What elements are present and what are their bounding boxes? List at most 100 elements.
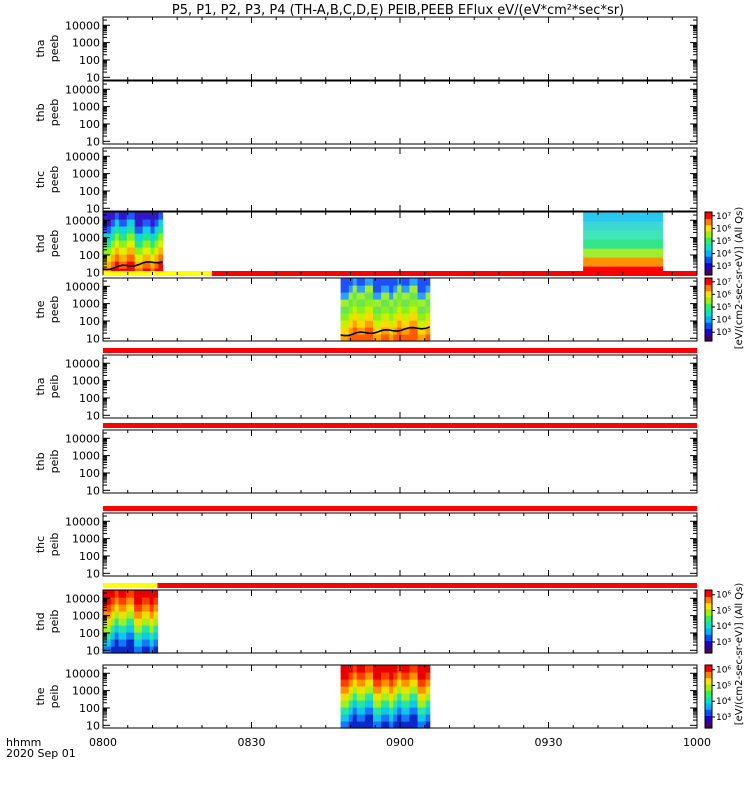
spectrogram-cell	[409, 721, 415, 729]
spectrogram-cell	[340, 679, 346, 687]
spectrogram-cell	[368, 306, 374, 314]
spectrogram-cell	[352, 665, 358, 673]
colorbar-frame	[704, 211, 713, 276]
spectrogram-cell	[344, 334, 350, 342]
spectrogram-cell	[340, 686, 346, 694]
spectrogram-cell	[340, 721, 346, 729]
spectrogram-cell	[425, 313, 431, 321]
panel-label-probe: thc	[34, 171, 47, 188]
spectrogram-cell	[360, 327, 366, 335]
spectrogram-cell	[409, 714, 415, 722]
colorbar-swatch	[705, 627, 712, 635]
spectrogram-cell	[106, 604, 112, 612]
potential-line	[340, 326, 430, 337]
spectrogram-cell	[150, 233, 156, 241]
spectrogram-cell	[389, 313, 394, 321]
panel-label-product: peeb	[48, 35, 61, 63]
status-bar-segment	[211, 271, 697, 276]
spectrogram-cell	[110, 226, 116, 234]
spectrogram-cell	[385, 665, 390, 673]
spectrogram-cell	[368, 292, 374, 300]
spectrogram-cell	[360, 714, 366, 722]
spectrogram-cell	[110, 597, 116, 605]
spectrogram-cell	[126, 632, 131, 640]
spectrogram-cell	[344, 278, 350, 286]
colorbar-swatch	[705, 256, 712, 263]
spectrogram-cell	[344, 285, 350, 293]
spectrogram-cell	[381, 292, 386, 300]
spectrogram-cell	[364, 665, 370, 673]
panel-thb-peib: 10 100 1000 10000 thb peib	[34, 423, 698, 497]
spectrogram-cell	[356, 686, 362, 694]
y-tick-label: 10000	[65, 280, 100, 293]
spectrogram-cell	[401, 665, 406, 673]
spectrogram-cell	[138, 219, 144, 227]
spectrogram-cell	[364, 714, 370, 722]
spectrogram-cell	[106, 618, 112, 626]
colorbar-swatch	[705, 634, 712, 641]
spectrogram-cell	[141, 618, 147, 626]
spectrogram-cell	[377, 679, 382, 687]
colorbar-tick-label: 10⁴	[716, 622, 731, 632]
spectrogram-cell	[413, 700, 419, 708]
spectrogram-cell	[389, 714, 394, 722]
spectrogram-cell	[146, 226, 152, 234]
spectrogram-cell	[348, 285, 354, 293]
spectrogram-cell	[373, 700, 378, 708]
spectrogram-cell	[114, 618, 120, 626]
spectrogram-cell	[381, 693, 386, 701]
spectrogram-cell	[134, 625, 139, 633]
spectrogram-cell	[421, 665, 427, 673]
spectrogram-cell	[106, 247, 112, 255]
spectrogram-cell	[417, 721, 423, 729]
spectrogram-cell	[389, 285, 394, 293]
spectrogram-cell	[110, 604, 116, 612]
x-tick-label: 0800	[89, 736, 117, 749]
spectrogram-cell	[393, 299, 398, 307]
y-tick-label: 10000	[65, 214, 100, 227]
colorbar-title: [eV/(cm2-sec-sr-eV)] (All Qs)	[734, 583, 745, 726]
spectrogram-cell	[344, 320, 350, 328]
spectrogram-cell	[134, 590, 139, 598]
spectrogram-cell	[373, 679, 378, 687]
spectrogram-cell	[385, 721, 390, 729]
spectrogram-cell	[134, 254, 140, 262]
spectrogram-cell	[142, 247, 148, 255]
spectrogram-cell	[385, 679, 390, 687]
spectrogram-cell	[356, 721, 362, 729]
spectrogram-cell	[110, 254, 116, 262]
spectrogram-cell	[360, 686, 366, 694]
spectrogram-cell	[122, 590, 127, 598]
spectrogram-cell	[126, 233, 132, 241]
spectrogram-cell	[364, 292, 370, 300]
spectrogram-cell	[141, 604, 147, 612]
spectrogram-cell	[141, 590, 147, 598]
spectrogram-cell	[583, 221, 663, 231]
spectrogram-cell	[141, 632, 147, 640]
spectrogram-cell	[417, 292, 423, 300]
y-tick-label: 10000	[65, 432, 100, 445]
spectrogram-cell	[118, 625, 124, 633]
colorbar-title: [eV/(cm2-sec-sr-eV)] (All Qs)	[734, 207, 745, 350]
spectrogram-cell	[138, 590, 143, 598]
spectrogram-cell	[103, 240, 108, 248]
spectrogram-cell	[401, 299, 406, 307]
y-tick-label: 1000	[72, 533, 100, 546]
spectrogram-cell	[385, 306, 390, 314]
spectrogram-cell	[389, 292, 394, 300]
spectrogram-cell	[149, 639, 155, 647]
colorbar-swatch	[705, 590, 712, 597]
spectrogram-cell	[344, 327, 350, 335]
spectrogram-cell	[145, 625, 151, 633]
spectrogram-cell	[409, 672, 415, 680]
spectrogram-cell	[126, 604, 131, 612]
spectrogram-cell	[401, 320, 406, 328]
spectrogram-cell	[364, 721, 370, 729]
spectrogram-cell	[381, 672, 386, 680]
spectrogram-cell	[356, 707, 362, 715]
spectrogram-cell	[381, 285, 386, 293]
spectrogram-cell	[397, 707, 402, 715]
spectrogram-cell	[409, 278, 415, 286]
spectrogram-cell	[130, 247, 136, 255]
spectrogram-cell	[417, 679, 423, 687]
